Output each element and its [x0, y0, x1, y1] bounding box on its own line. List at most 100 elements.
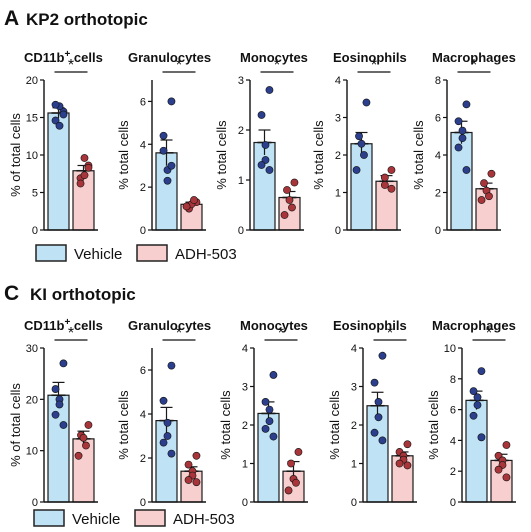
y-axis-label: % of total cells — [8, 113, 23, 197]
data-point-vehicle — [374, 413, 383, 422]
y-axis-label: % total cells — [327, 390, 342, 460]
significance-star: * — [68, 57, 74, 74]
chart-title: Granulocytes — [128, 50, 211, 65]
panel-title: KP2 orthotopic — [26, 10, 148, 29]
chart-title: CD11b+ cells — [24, 317, 103, 333]
legend-label-adh503: ADH-503 — [173, 511, 235, 528]
data-point-adh-503 — [82, 441, 90, 450]
data-point-adh-503 — [380, 173, 389, 182]
chart-title: CD11b+ cells — [24, 49, 103, 65]
y-tick-label: 3 — [242, 382, 248, 394]
data-point-adh-503 — [80, 154, 89, 162]
chart-title: Monocytes — [240, 50, 308, 65]
y-tick-label: 4 — [335, 75, 341, 87]
chart-macrophages: Macrophages % total cells 0 2 4 6 8 10 * — [426, 318, 516, 509]
significance-star: * — [278, 325, 284, 342]
significance-star: * — [471, 57, 477, 74]
data-point-adh-503 — [190, 196, 198, 204]
significance-star: * — [387, 325, 393, 342]
panel-title: KI orthotopic — [30, 285, 136, 304]
y-tick-label: 2 — [435, 188, 441, 200]
data-point-vehicle — [51, 385, 60, 393]
y-axis-label: % total cells — [218, 390, 233, 460]
chart-monocytes: Monocytes % total cells 0 1 2 3 4 * — [218, 318, 308, 509]
data-point-vehicle — [473, 401, 482, 409]
data-point-adh-503 — [292, 478, 300, 487]
data-point-vehicle — [159, 131, 168, 140]
data-point-vehicle — [454, 117, 463, 126]
data-point-vehicle — [163, 432, 172, 440]
legend: Vehicle ADH-503 — [33, 509, 235, 528]
bar-vehicle — [253, 141, 276, 231]
bar-vehicle — [47, 394, 70, 503]
legend-label-vehicle: Vehicle — [74, 246, 122, 263]
data-point-adh-503 — [283, 186, 291, 194]
data-point-adh-503 — [184, 460, 193, 469]
y-tick-label: 2 — [238, 125, 244, 137]
chart-title: Eosinophils — [333, 50, 407, 65]
legend-swatch-vehicle — [33, 509, 65, 527]
data-point-adh-503 — [387, 184, 396, 193]
data-point-adh-503 — [487, 169, 496, 178]
data-point-vehicle — [265, 417, 274, 426]
data-point-vehicle — [51, 100, 60, 109]
y-tick-label: 1 — [351, 459, 357, 471]
y-tick-label: 4 — [242, 343, 248, 355]
legend-swatch-adh503 — [136, 244, 168, 262]
data-point-adh-503 — [395, 459, 404, 468]
y-tick-label: 3 — [351, 382, 357, 394]
significance-star: * — [68, 325, 74, 342]
data-point-vehicle — [357, 139, 366, 148]
data-point-adh-503 — [288, 203, 296, 212]
data-point-adh-503 — [80, 171, 89, 180]
legend: Vehicle ADH-503 — [35, 244, 237, 263]
data-point-vehicle — [374, 397, 383, 406]
panel-kp2: A KP2 orthotopic CD11b+ cells % of total … — [4, 7, 516, 263]
data-point-vehicle — [469, 411, 478, 420]
data-point-vehicle — [167, 449, 176, 458]
significance-star: * — [176, 57, 182, 74]
y-tick-label: 1 — [335, 188, 341, 200]
y-tick-label: 30 — [26, 343, 38, 355]
legend-swatch-vehicle — [35, 244, 67, 262]
y-axis-label: % total cells — [214, 120, 229, 190]
y-tick-label: 0 — [140, 225, 146, 237]
y-tick-label: 6 — [435, 113, 441, 125]
data-point-vehicle — [265, 405, 274, 414]
data-point-adh-503 — [485, 192, 493, 201]
y-tick-label: 20 — [26, 394, 38, 406]
y-tick-label: 2 — [335, 150, 341, 162]
data-point-adh-503 — [403, 440, 412, 449]
y-tick-label: 10 — [26, 446, 38, 458]
y-tick-label: 0 — [242, 497, 248, 509]
chart-title: Macrophages — [432, 318, 516, 333]
y-axis-label: % total cells — [411, 120, 426, 190]
data-point-vehicle — [257, 111, 266, 119]
panel-letter: C — [4, 282, 19, 305]
data-point-adh-503 — [477, 196, 486, 204]
data-point-adh-503 — [502, 441, 511, 449]
data-point-adh-503 — [285, 196, 294, 204]
y-tick-label: 4 — [351, 343, 357, 355]
y-tick-label: 0 — [435, 225, 441, 237]
data-point-adh-503 — [192, 478, 201, 487]
data-point-vehicle — [163, 176, 172, 185]
chart-eosinophils: Eosinophils % total cells 0 1 2 3 4 * — [327, 318, 417, 509]
legend-label-vehicle: Vehicle — [72, 511, 120, 528]
data-point-vehicle — [55, 400, 64, 409]
data-point-vehicle — [477, 367, 486, 375]
chart-cd11b-cells: CD11b+ cells % of total cells 0 10 20 30 * — [8, 317, 103, 509]
y-axis-label: % total cells — [116, 120, 131, 190]
panel-letter: A — [4, 7, 19, 30]
y-tick-label: 8 — [450, 374, 456, 386]
data-point-vehicle — [163, 418, 172, 427]
data-point-vehicle — [167, 361, 176, 370]
data-point-vehicle — [59, 110, 68, 119]
data-point-vehicle — [167, 161, 176, 170]
data-point-vehicle — [167, 97, 176, 106]
y-tick-label: 8 — [435, 75, 441, 87]
y-tick-label: 0 — [32, 225, 38, 237]
